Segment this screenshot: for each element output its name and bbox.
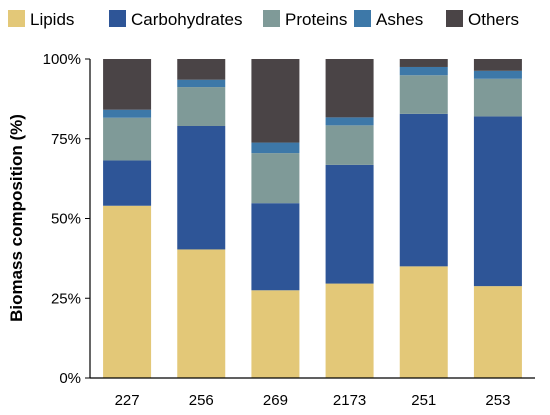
bar-proteins-2173 <box>325 125 374 165</box>
bar-ashes-256 <box>177 79 226 88</box>
bar-proteins-256 <box>177 87 226 126</box>
x-tick-label: 269 <box>263 392 288 409</box>
bar-lipids-251 <box>399 266 448 378</box>
legend-label-lipids: Lipids <box>30 10 74 29</box>
bar-carbohydrates-227 <box>103 160 152 206</box>
y-axis-label: Biomass composition (%) <box>7 114 26 322</box>
y-tick-label: 75% <box>51 131 81 148</box>
bar-proteins-269 <box>251 153 300 204</box>
bar-carbohydrates-256 <box>177 125 226 250</box>
bar-others-227 <box>103 59 152 110</box>
legend-label-others: Others <box>468 10 519 29</box>
legend-swatch-ashes <box>354 10 371 27</box>
bar-others-251 <box>399 59 448 67</box>
bar-lipids-2173 <box>325 283 374 378</box>
legend-label-ashes: Ashes <box>376 10 423 29</box>
legend-swatch-carbohydrates <box>109 10 126 27</box>
bars <box>103 59 522 378</box>
bar-ashes-269 <box>251 142 300 154</box>
legend-swatch-proteins <box>263 10 280 27</box>
y-axis-ticks: 0% 25% 50% 75% 100% <box>43 51 90 387</box>
x-tick-label: 253 <box>485 392 510 409</box>
x-tick-label: 251 <box>411 392 436 409</box>
y-tick-label: 100% <box>43 51 81 68</box>
y-tick-label: 0% <box>59 370 81 387</box>
bar-ashes-227 <box>103 109 152 118</box>
x-tick-label: 227 <box>115 392 140 409</box>
legend: Lipids Carbohydrates Proteins Ashes Others <box>8 10 519 29</box>
y-tick-label: 50% <box>51 211 81 228</box>
legend-label-proteins: Proteins <box>285 10 347 29</box>
bar-lipids-256 <box>177 249 226 378</box>
bar-ashes-251 <box>399 66 448 76</box>
bar-ashes-2173 <box>325 117 374 126</box>
bar-others-253 <box>473 59 522 71</box>
x-axis-ticks: 227 256 269 2173 251 253 <box>115 392 511 409</box>
bar-proteins-251 <box>399 75 448 114</box>
legend-label-carbohydrates: Carbohydrates <box>131 10 243 29</box>
legend-swatch-lipids <box>8 10 25 27</box>
bar-carbohydrates-251 <box>399 113 448 267</box>
x-tick-label: 256 <box>189 392 214 409</box>
bar-others-269 <box>251 59 300 143</box>
bar-proteins-227 <box>103 117 152 161</box>
bar-others-256 <box>177 59 226 80</box>
bar-ashes-253 <box>473 70 522 79</box>
bar-carbohydrates-253 <box>473 116 522 287</box>
bar-carbohydrates-2173 <box>325 164 374 284</box>
bar-lipids-253 <box>473 286 522 378</box>
y-tick-label: 25% <box>51 290 81 307</box>
bar-lipids-269 <box>251 290 300 378</box>
legend-swatch-others <box>446 10 463 27</box>
bar-proteins-253 <box>473 78 522 117</box>
bar-carbohydrates-269 <box>251 203 300 291</box>
bar-lipids-227 <box>103 205 152 378</box>
x-tick-label: 2173 <box>333 392 366 409</box>
bar-others-2173 <box>325 59 374 118</box>
axes <box>89 59 535 379</box>
